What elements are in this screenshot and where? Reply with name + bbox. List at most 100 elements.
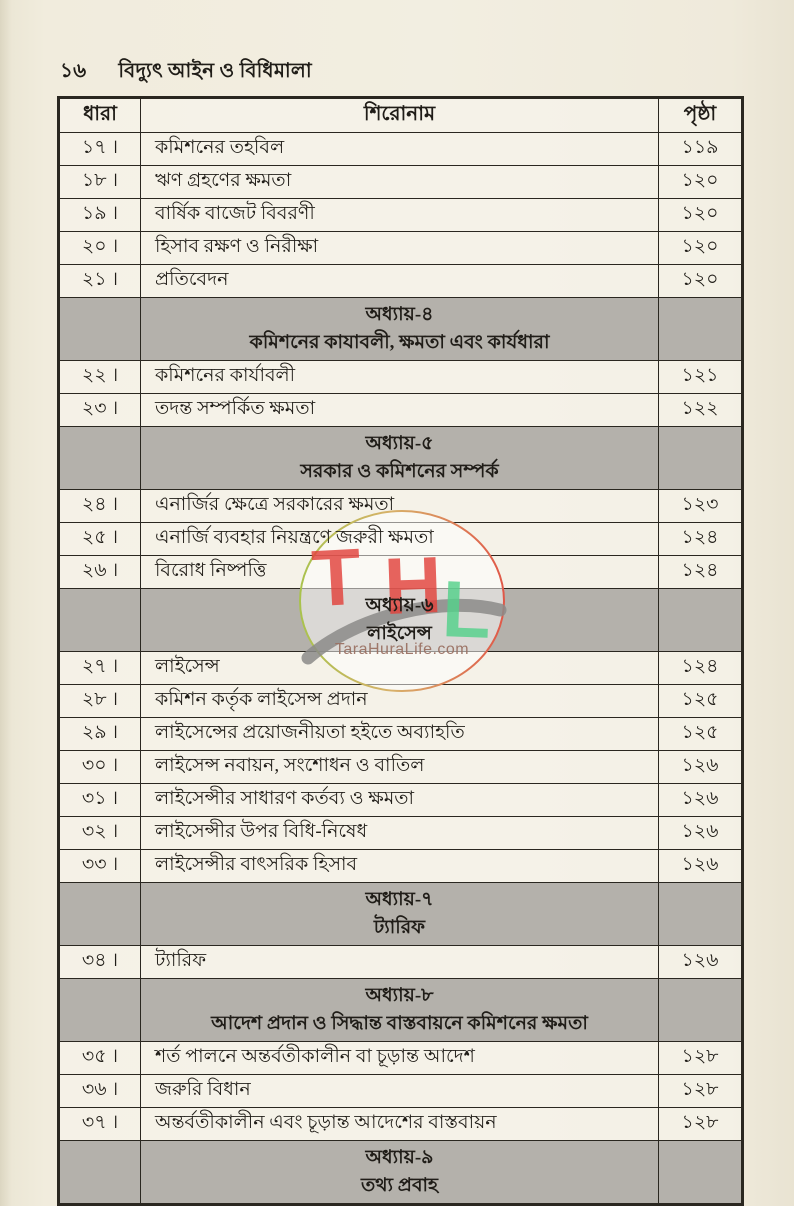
entry-page-number: ১২৮ bbox=[681, 1046, 719, 1067]
entry-page-number-cell: ১২৪ bbox=[658, 555, 743, 589]
entry-section-number: ৩১ । bbox=[81, 788, 119, 809]
entry-title-cell: লাইসেন্সীর বাৎসরিক হিসাব bbox=[140, 849, 659, 883]
entry-page-number: ১২০ bbox=[681, 269, 719, 290]
entry-title: হিসাব রক্ষণ ও নিরীক্ষা bbox=[155, 236, 319, 257]
entry-section-number: ৩৪ । bbox=[81, 950, 119, 971]
entry-section-number: ১৭ । bbox=[81, 137, 119, 158]
entry-title-cell: লাইসেন্স bbox=[140, 651, 659, 685]
chapter-row: অধ্যায়-৯ তথ্য প্রবাহ bbox=[58, 1140, 743, 1205]
entry-section-number: ২৬ । bbox=[81, 560, 119, 581]
chapter-number: অধ্যায়-৭ bbox=[365, 889, 434, 910]
chapter-empty-cell bbox=[58, 297, 141, 361]
page-header: ১৬ বিদ্যুৎ আইন ও বিধিমালা bbox=[60, 56, 312, 89]
entry-title-cell: অন্তর্বতীকালীন এবং চূড়ান্ত আদেশের বাস্ত… bbox=[140, 1107, 659, 1141]
entry-section-number: ৩৫ । bbox=[81, 1046, 119, 1067]
chapter-heading-cell: অধ্যায়-৫ সরকার ও কমিশনের সম্পর্ক bbox=[140, 426, 659, 490]
toc-entry-row: ৩২ । লাইসেন্সীর উপর বিধি-নিষেধ ১২৬ bbox=[58, 816, 743, 850]
table-header-row: ধারা শিরোনাম পৃষ্ঠা bbox=[58, 97, 743, 133]
entry-title: বিরোধ নিষ্পত্তি bbox=[155, 560, 267, 581]
chapter-empty-cell bbox=[58, 588, 141, 652]
entry-title: প্রতিবেদন bbox=[155, 269, 229, 290]
entry-section-number: ১৮ । bbox=[81, 170, 119, 191]
entry-title: লাইসেন্সীর সাধারণ কর্তব্য ও ক্ষমতা bbox=[155, 788, 415, 809]
entry-section-number-cell: ২৩ । bbox=[58, 393, 141, 427]
toc-entry-row: ৩৭ । অন্তর্বতীকালীন এবং চূড়ান্ত আদেশের ব… bbox=[58, 1107, 743, 1141]
entry-page-number-cell: ১২১ bbox=[658, 360, 743, 394]
chapter-number: অধ্যায়-৪ bbox=[365, 304, 434, 325]
entry-title-cell: লাইসেন্সীর উপর বিধি-নিষেধ bbox=[140, 816, 659, 850]
entry-title: লাইসেন্সের প্রয়োজনীয়তা হইতে অব্যাহতি bbox=[155, 722, 465, 743]
chapter-row: অধ্যায়-৭ ট্যারিফ bbox=[58, 882, 743, 946]
entry-page-number: ১২১ bbox=[681, 365, 719, 386]
entry-section-number-cell: ১৮ । bbox=[58, 165, 141, 199]
toc-entry-row: ১৭ । কমিশনের তহবিল ১১৯ bbox=[58, 132, 743, 166]
entry-section-number-cell: ৩৬ । bbox=[58, 1074, 141, 1108]
entry-title: কমিশন কর্তৃক লাইসেন্স প্রদান bbox=[155, 689, 368, 710]
entry-section-number: ৩২ । bbox=[81, 821, 119, 842]
entry-section-number: ২০ । bbox=[81, 236, 119, 257]
entry-section-number-cell: ১৭ । bbox=[58, 132, 141, 166]
entry-title: কমিশনের তহবিল bbox=[155, 137, 285, 158]
entry-page-number-cell: ১২৮ bbox=[658, 1041, 743, 1075]
entry-section-number: ২৫ । bbox=[81, 527, 119, 548]
entry-title: ট্যারিফ bbox=[155, 950, 207, 971]
entry-section-number-cell: ১৯ । bbox=[58, 198, 141, 232]
entry-section-number-cell: ২২ । bbox=[58, 360, 141, 394]
entry-title-cell: ঋণ গ্রহণের ক্ষমতা bbox=[140, 165, 659, 199]
toc-rows: ১৭ । কমিশনের তহবিল ১১৯ ১৮ । ঋণ গ্রহণের ক্ষমত… bbox=[58, 132, 743, 1205]
entry-page-number: ১২৬ bbox=[681, 821, 719, 842]
table-of-contents: ধারা শিরোনাম পৃষ্ঠা ১৭ । কমিশনের তহবিল ১১৯… bbox=[57, 96, 744, 1206]
toc-entry-row: ২৩ । তদন্ত সম্পর্কিত ক্ষমতা ১২২ bbox=[58, 393, 743, 427]
entry-page-number-cell: ১২৬ bbox=[658, 783, 743, 817]
toc-entry-row: ২৫ । এনার্জি ব্যবহার নিয়ন্ত্রণে জরুরী ক্… bbox=[58, 522, 743, 556]
entry-title-cell: শর্ত পালনে অন্তর্বতীকালীন বা চূড়ান্ত আদ… bbox=[140, 1041, 659, 1075]
entry-page-number: ১২০ bbox=[681, 170, 719, 191]
entry-title: জরুরি বিধান bbox=[155, 1079, 251, 1100]
chapter-empty-cell bbox=[58, 1140, 141, 1205]
entry-title: লাইসেন্সীর উপর বিধি-নিষেধ bbox=[155, 821, 368, 842]
chapter-heading-cell: অধ্যায়-৬ লাইসেন্স bbox=[140, 588, 659, 652]
entry-title-cell: লাইসেন্সের প্রয়োজনীয়তা হইতে অব্যাহতি bbox=[140, 717, 659, 751]
toc-entry-row: ৩৩ । লাইসেন্সীর বাৎসরিক হিসাব ১২৬ bbox=[58, 849, 743, 883]
chapter-heading-cell: অধ্যায়-৪ কমিশনের কাযাবলী, ক্ষমতা এবং কার… bbox=[140, 297, 659, 361]
toc-entry-row: ১৮ । ঋণ গ্রহণের ক্ষমতা ১২০ bbox=[58, 165, 743, 199]
entry-section-number: ২৯ । bbox=[81, 722, 119, 743]
entry-section-number-cell: ৩৩ । bbox=[58, 849, 141, 883]
toc-entry-row: ২৪ । এনার্জির ক্ষেত্রে সরকারের ক্ষমতা ১২৩ bbox=[58, 489, 743, 523]
entry-title: অন্তর্বতীকালীন এবং চূড়ান্ত আদেশের বাস্ত… bbox=[155, 1112, 497, 1133]
chapter-number: অধ্যায়-৫ bbox=[365, 433, 434, 454]
entry-page-number: ১২৪ bbox=[681, 527, 719, 548]
entry-section-number-cell: ২৭ । bbox=[58, 651, 141, 685]
entry-title: লাইসেন্স নবায়ন, সংশোধন ও বাতিল bbox=[155, 755, 425, 776]
entry-page-number-cell: ১২৬ bbox=[658, 816, 743, 850]
entry-page-number-cell: ১২৩ bbox=[658, 489, 743, 523]
entry-section-number-cell: ২৮ । bbox=[58, 684, 141, 718]
toc-entry-row: ২১ । প্রতিবেদন ১২০ bbox=[58, 264, 743, 298]
entry-title-cell: এনার্জি ব্যবহার নিয়ন্ত্রণে জরুরী ক্ষমতা bbox=[140, 522, 659, 556]
entry-section-number-cell: ২০ । bbox=[58, 231, 141, 265]
entry-page-number: ১২০ bbox=[681, 203, 719, 224]
toc-entry-row: ৩৬ । জরুরি বিধান ১২৮ bbox=[58, 1074, 743, 1108]
entry-page-number-cell: ১২৫ bbox=[658, 684, 743, 718]
chapter-empty-cell bbox=[658, 297, 743, 361]
chapter-heading-cell: অধ্যায়-৯ তথ্য প্রবাহ bbox=[140, 1140, 659, 1205]
entry-page-number-cell: ১২৮ bbox=[658, 1107, 743, 1141]
toc-entry-row: ৩১ । লাইসেন্সীর সাধারণ কর্তব্য ও ক্ষমতা ১২… bbox=[58, 783, 743, 817]
chapter-empty-cell bbox=[58, 882, 141, 946]
entry-page-number: ১১৯ bbox=[681, 137, 719, 158]
entry-title-cell: হিসাব রক্ষণ ও নিরীক্ষা bbox=[140, 231, 659, 265]
entry-page-number: ১২৬ bbox=[681, 950, 719, 971]
entry-section-number-cell: ২৫ । bbox=[58, 522, 141, 556]
entry-page-number-cell: ১২৪ bbox=[658, 522, 743, 556]
toc-entry-row: ২০ । হিসাব রক্ষণ ও নিরীক্ষা ১২০ bbox=[58, 231, 743, 265]
entry-title: তদন্ত সম্পর্কিত ক্ষমতা bbox=[155, 398, 316, 419]
chapter-title: ট্যারিফ bbox=[373, 917, 426, 938]
chapter-title: আদেশ প্রদান ও সিদ্ধান্ত বাস্তবায়নে কমিশ… bbox=[211, 1013, 588, 1034]
column-header-page: পৃষ্ঠা bbox=[658, 97, 743, 133]
entry-section-number-cell: ২১ । bbox=[58, 264, 141, 298]
book-title: বিদ্যুৎ আইন ও বিধিমালা bbox=[118, 60, 312, 82]
chapter-empty-cell bbox=[58, 978, 141, 1042]
entry-section-number: ২১ । bbox=[81, 269, 119, 290]
entry-page-number: ১২৪ bbox=[681, 656, 719, 677]
entry-page-number: ১২৪ bbox=[681, 560, 719, 581]
